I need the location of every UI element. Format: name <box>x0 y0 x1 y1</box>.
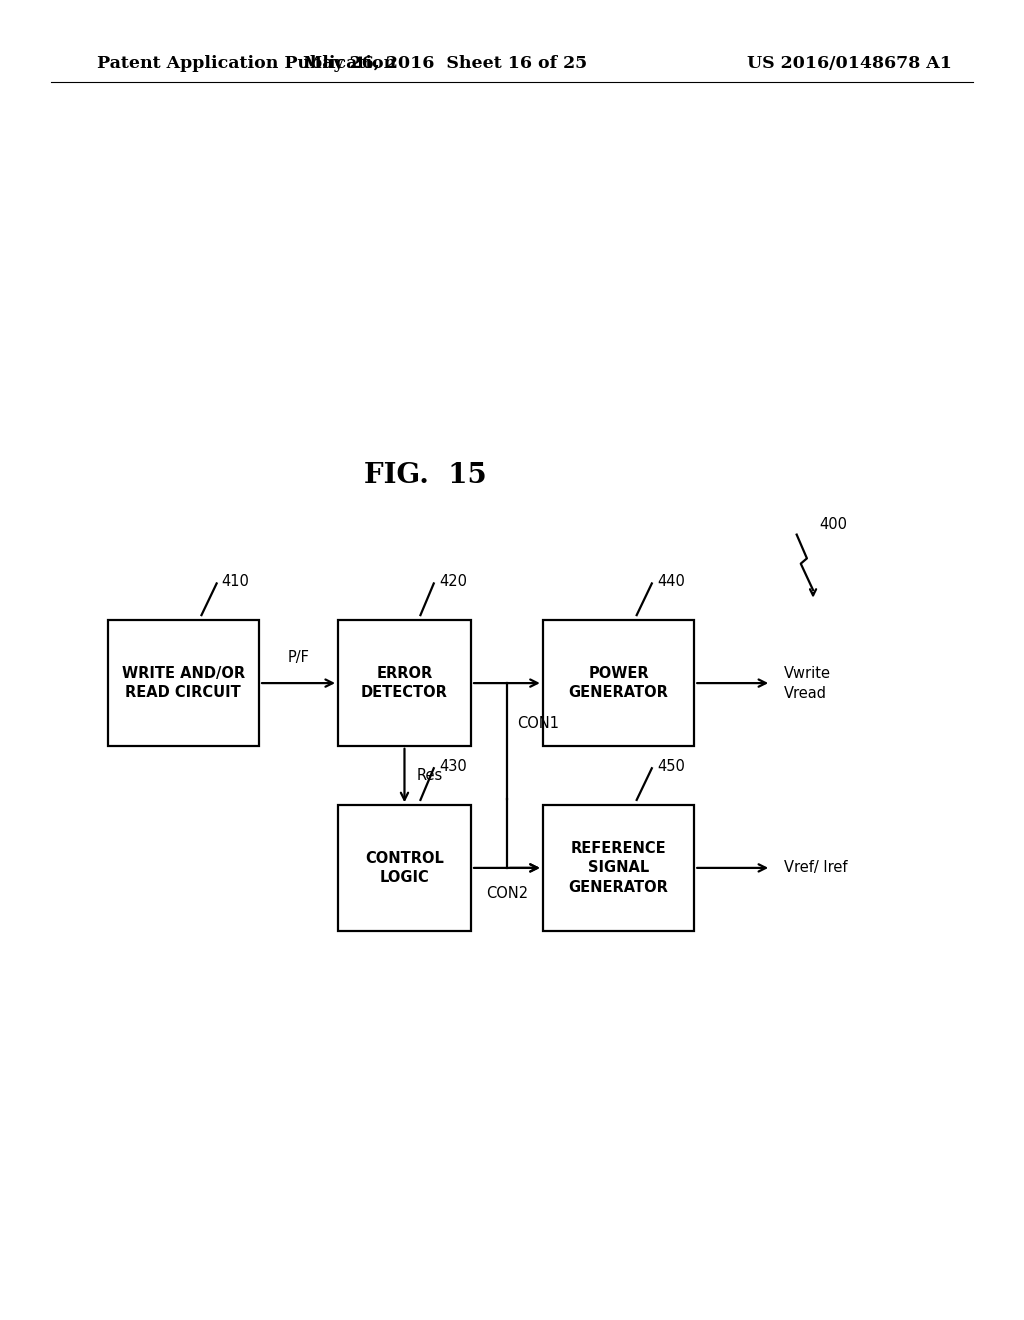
Text: Vwrite
Vread: Vwrite Vread <box>784 665 831 701</box>
Text: FIG.  15: FIG. 15 <box>364 462 486 488</box>
Text: CON2: CON2 <box>485 887 528 902</box>
Bar <box>338 805 471 931</box>
Text: 440: 440 <box>657 574 685 589</box>
Text: WRITE AND/OR
READ CIRCUIT: WRITE AND/OR READ CIRCUIT <box>122 667 245 700</box>
Text: 410: 410 <box>222 574 250 589</box>
Text: Patent Application Publication: Patent Application Publication <box>97 55 396 71</box>
Text: P/F: P/F <box>288 649 309 665</box>
Text: REFERENCE
SIGNAL
GENERATOR: REFERENCE SIGNAL GENERATOR <box>568 841 669 895</box>
Text: 430: 430 <box>439 759 467 774</box>
Text: 450: 450 <box>657 759 685 774</box>
Bar <box>543 805 694 931</box>
Bar <box>543 620 694 746</box>
Text: POWER
GENERATOR: POWER GENERATOR <box>568 667 669 700</box>
Text: Vref/ Iref: Vref/ Iref <box>784 861 848 875</box>
Bar <box>108 620 259 746</box>
Text: May 26, 2016  Sheet 16 of 25: May 26, 2016 Sheet 16 of 25 <box>303 55 588 71</box>
Text: CON1: CON1 <box>517 715 559 731</box>
Text: 400: 400 <box>819 517 847 532</box>
Text: 420: 420 <box>439 574 467 589</box>
Text: US 2016/0148678 A1: US 2016/0148678 A1 <box>748 55 952 71</box>
Bar <box>338 620 471 746</box>
Text: Res: Res <box>417 768 443 783</box>
Text: ERROR
DETECTOR: ERROR DETECTOR <box>361 667 447 700</box>
Text: CONTROL
LOGIC: CONTROL LOGIC <box>365 851 444 884</box>
